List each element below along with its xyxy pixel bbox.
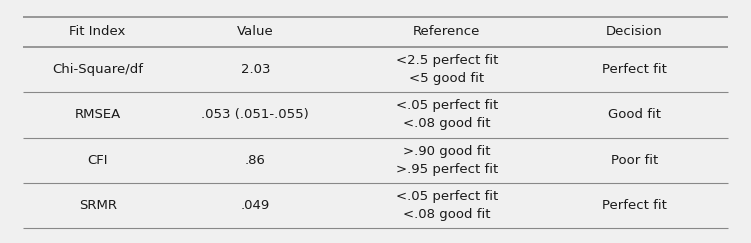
Text: <2.5 perfect fit
<5 good fit: <2.5 perfect fit <5 good fit: [396, 54, 498, 85]
Text: .049: .049: [241, 199, 270, 212]
Text: >.90 good fit
>.95 perfect fit: >.90 good fit >.95 perfect fit: [396, 145, 498, 176]
Text: CFI: CFI: [87, 154, 108, 167]
Text: 2.03: 2.03: [240, 63, 270, 76]
Text: Fit Index: Fit Index: [69, 25, 126, 38]
Text: RMSEA: RMSEA: [74, 108, 121, 121]
Text: SRMR: SRMR: [79, 199, 116, 212]
Text: .053 (.051-.055): .053 (.051-.055): [201, 108, 309, 121]
Text: Chi-Square/df: Chi-Square/df: [52, 63, 143, 76]
Text: Value: Value: [237, 25, 273, 38]
Text: Perfect fit: Perfect fit: [602, 199, 667, 212]
Text: Decision: Decision: [606, 25, 663, 38]
Text: .86: .86: [245, 154, 266, 167]
Text: Good fit: Good fit: [608, 108, 661, 121]
Text: Perfect fit: Perfect fit: [602, 63, 667, 76]
Text: Reference: Reference: [413, 25, 481, 38]
Text: <.05 perfect fit
<.08 good fit: <.05 perfect fit <.08 good fit: [396, 99, 498, 130]
Text: <.05 perfect fit
<.08 good fit: <.05 perfect fit <.08 good fit: [396, 190, 498, 221]
Text: Poor fit: Poor fit: [611, 154, 658, 167]
